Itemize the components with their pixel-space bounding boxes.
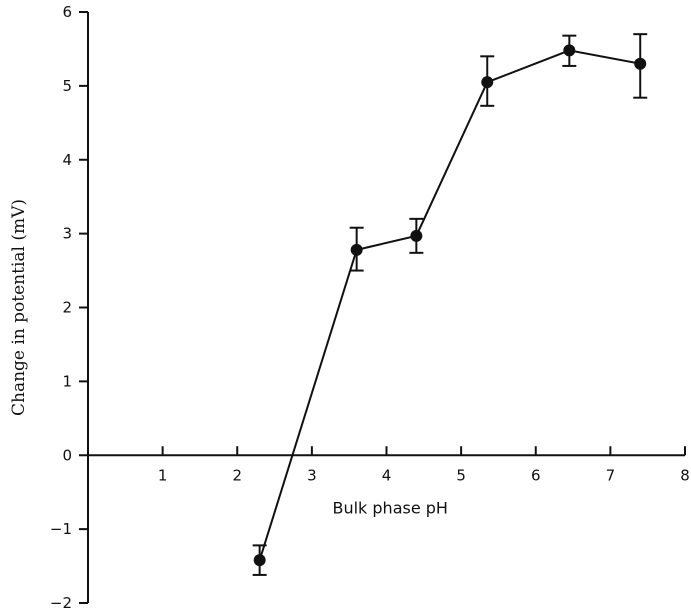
data-point	[634, 57, 647, 70]
x-tick-label: 3	[307, 466, 317, 484]
data-point	[481, 76, 494, 89]
x-tick-label: 8	[680, 466, 690, 484]
data-point	[410, 229, 423, 242]
data-series	[252, 33, 648, 576]
series-line	[258, 49, 641, 561]
ticks: −2 −1 0 1 2 3 4 5 6 1 2 3 4 5 6 7 8	[50, 3, 690, 612]
y-tick-label: 0	[62, 446, 72, 464]
x-axis-title: Bulk phase pH	[332, 498, 447, 517]
y-tick-label: 6	[62, 3, 72, 21]
y-tick-label: 1	[62, 372, 72, 390]
x-tick-label: 5	[456, 466, 466, 484]
y-tick-label: 2	[62, 299, 72, 317]
y-tick-label: 5	[62, 77, 72, 95]
x-tick-label: 4	[382, 466, 392, 484]
data-point	[563, 44, 576, 57]
y-tick-label: 3	[62, 225, 72, 243]
x-tick-label: 1	[158, 466, 168, 484]
x-tick-label: 6	[531, 466, 541, 484]
data-point	[253, 554, 266, 567]
x-tick-label: 2	[232, 466, 242, 484]
y-axis-title: Change in potential (mV)	[9, 199, 29, 416]
y-tick-label: −2	[50, 594, 72, 612]
data-point	[350, 243, 363, 256]
x-tick-label: 7	[606, 466, 616, 484]
y-tick-label: −1	[50, 520, 72, 538]
y-tick-label: 4	[62, 151, 72, 169]
